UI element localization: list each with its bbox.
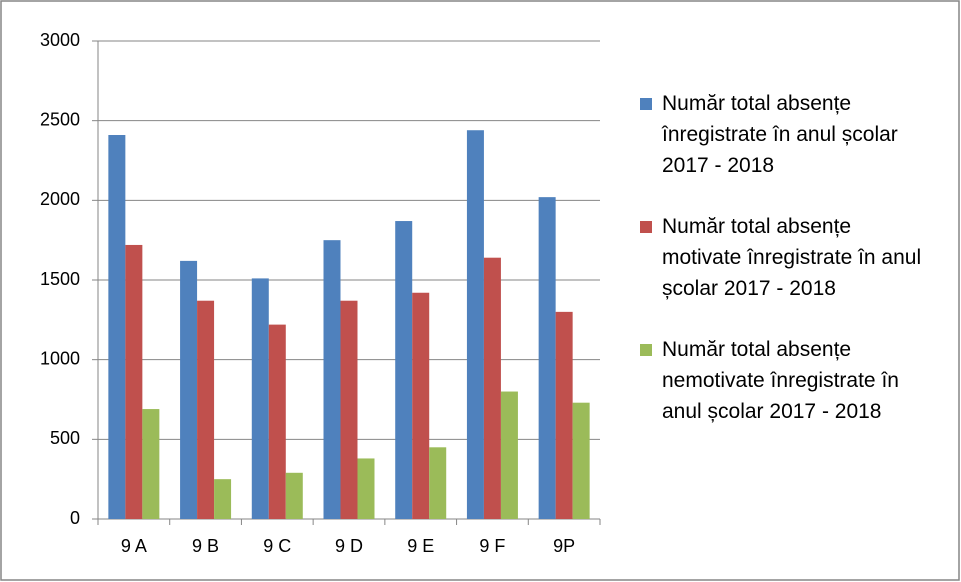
x-tick-label: 9 A [121,536,147,556]
bar [214,479,232,519]
bar [357,458,375,519]
legend-item: Număr total absențe nemotivate înregistr… [640,334,930,427]
bar [323,240,341,519]
x-tick-label: 9 F [479,536,505,556]
legend-swatch [640,344,652,356]
bar [108,135,126,520]
legend: Număr total absențe înregistrate în anul… [640,88,930,457]
y-tick-label: 2000 [40,189,80,209]
legend-item: Număr total absențe motivate înregistrat… [640,211,930,304]
legend-label: Număr total absențe nemotivate înregistr… [662,338,899,423]
bar [538,197,556,519]
legend-item: Număr total absențe înregistrate în anul… [640,88,930,181]
bar [483,257,501,519]
bar [142,409,160,519]
x-tick-label: 9 B [192,536,219,556]
y-tick-label: 500 [50,428,80,448]
y-tick-label: 1500 [40,269,80,289]
bar [412,292,430,519]
bar [125,244,143,520]
y-tick-label: 2500 [40,109,80,129]
legend-label: Număr total absențe înregistrate în anul… [662,92,898,177]
bar [572,402,590,519]
bar [395,221,413,519]
y-tick-label: 1000 [40,348,80,368]
bar [251,278,269,519]
bar [180,260,198,519]
bar [197,300,215,519]
y-tick-label: 3000 [40,30,80,50]
legend-swatch [640,98,652,110]
bar [500,391,518,519]
y-tick-label: 0 [70,508,80,528]
legend-swatch [640,221,652,233]
x-tick-label: 9P [553,536,575,556]
bar [340,300,358,519]
bar [429,447,447,519]
bar [555,311,573,519]
legend-label: Număr total absențe motivate înregistrat… [662,215,922,300]
x-tick-label: 9 C [263,536,291,556]
bar [466,130,484,519]
bar [285,472,303,519]
x-tick-label: 9 E [407,536,434,556]
bar [268,324,286,519]
x-tick-label: 9 D [335,536,363,556]
